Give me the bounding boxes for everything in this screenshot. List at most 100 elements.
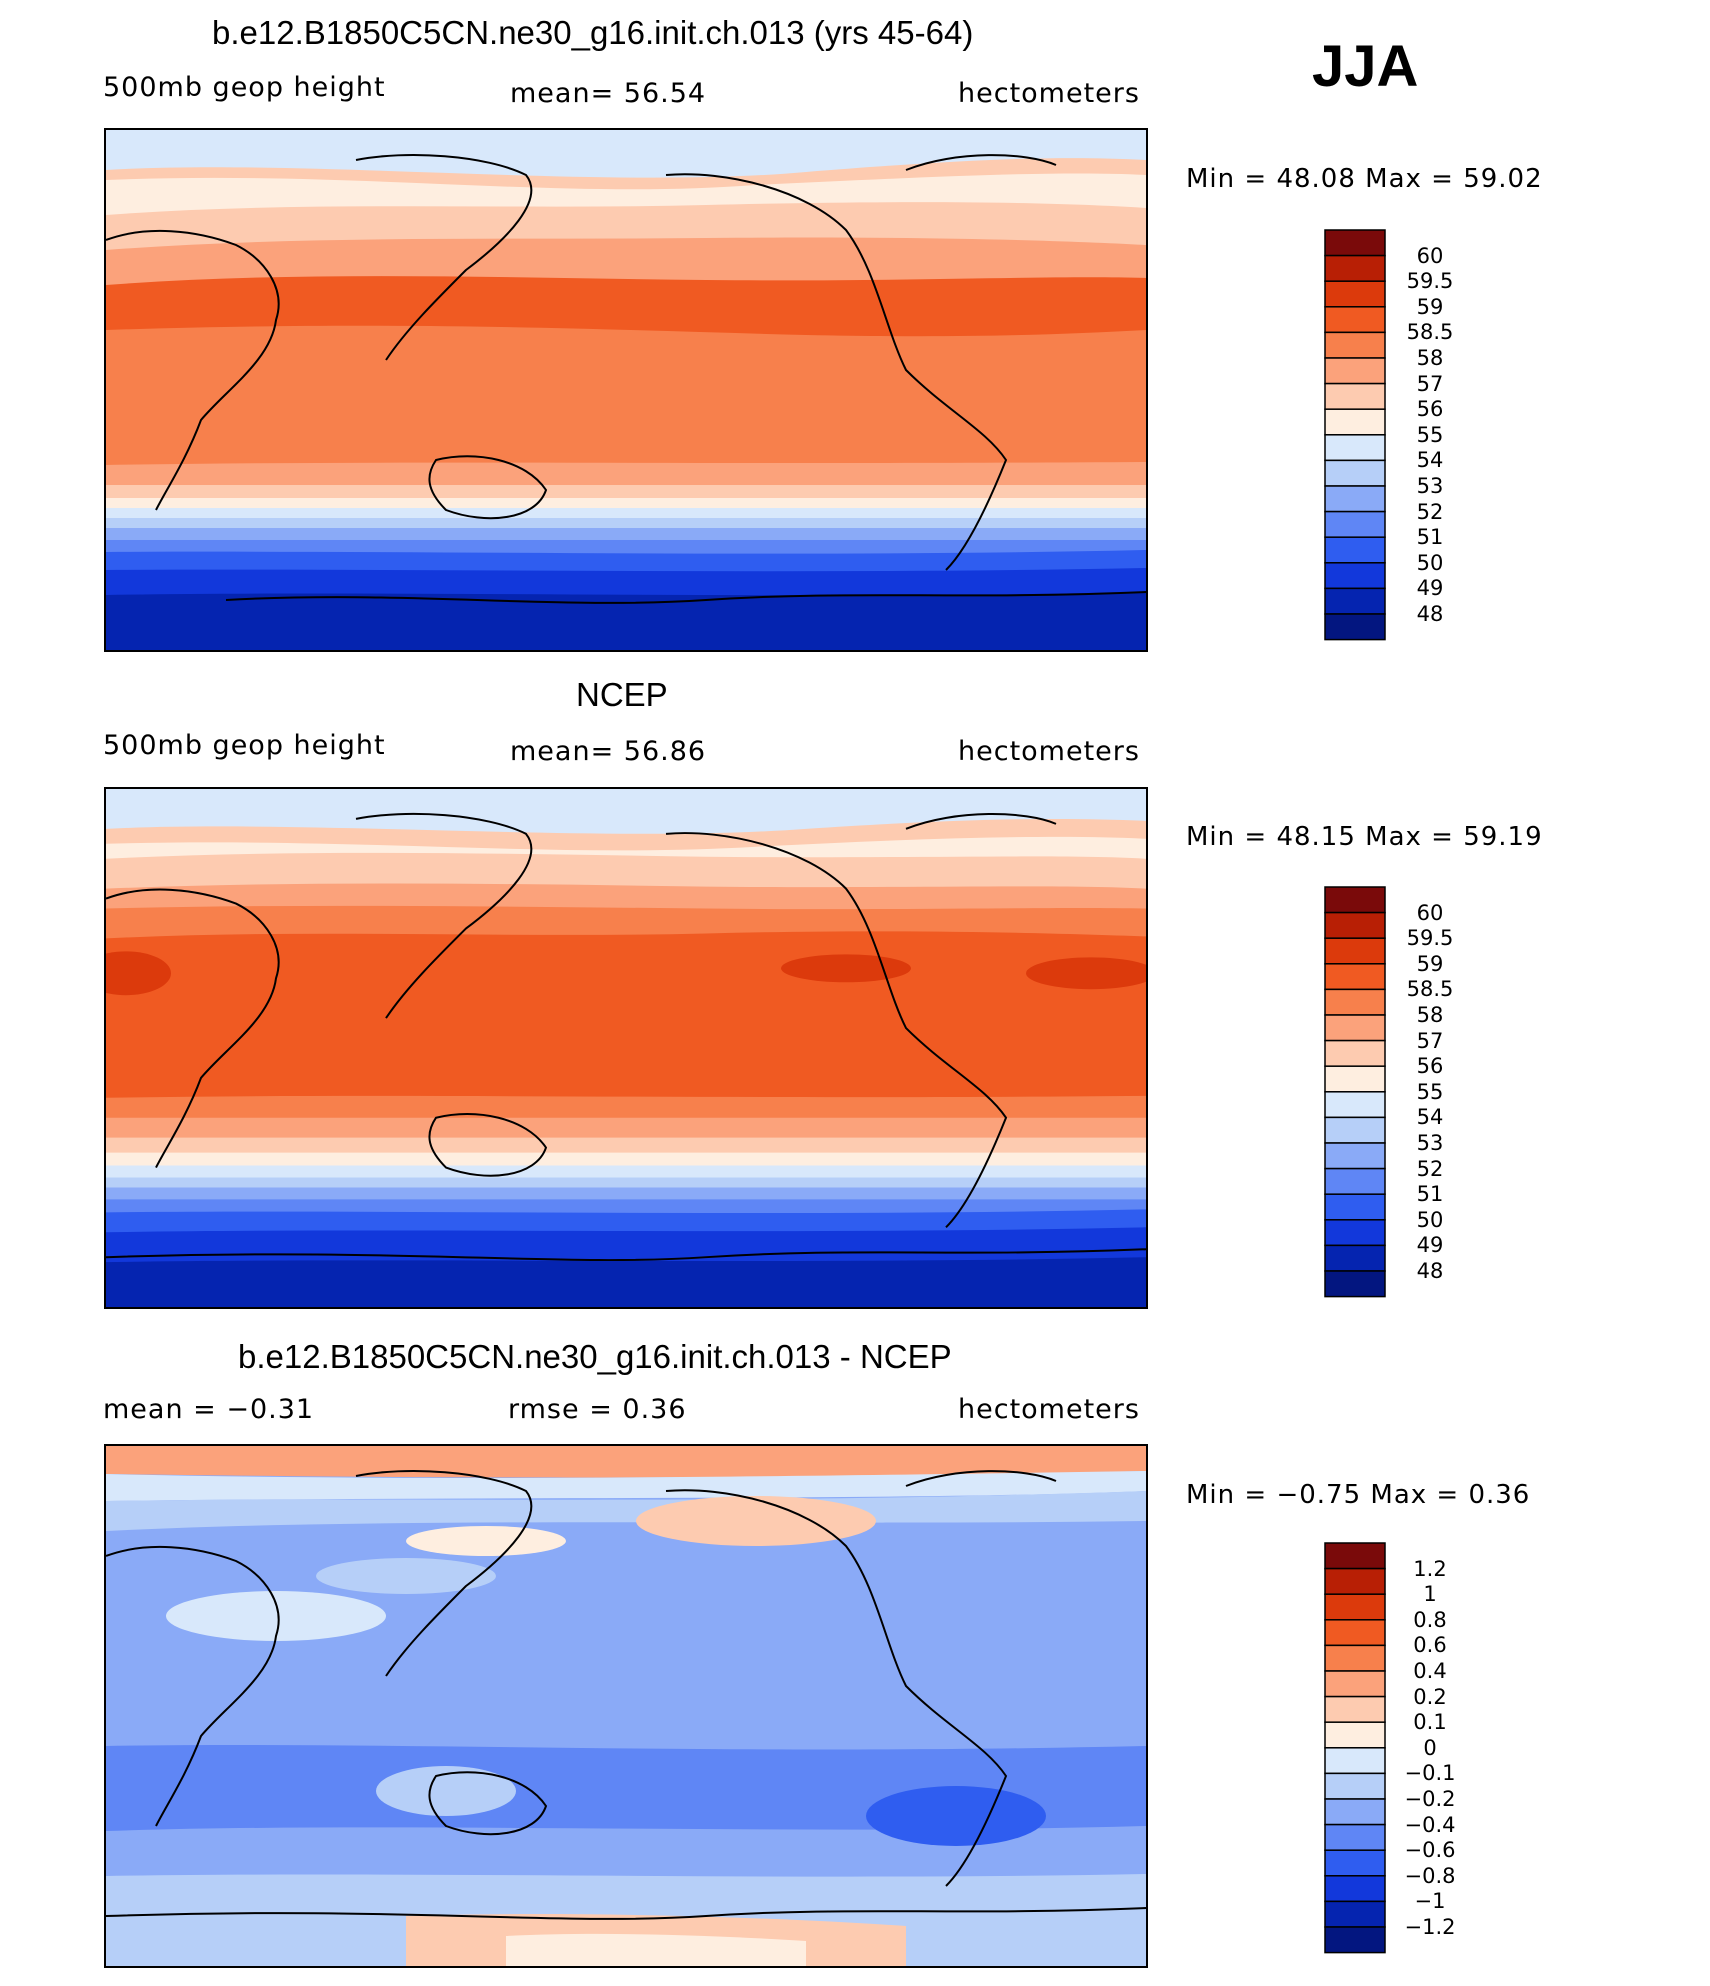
colorbar-box (1324, 229, 1386, 257)
colorbar-tick-label: 59.5 (1406, 269, 1454, 294)
colorbar-box (1324, 485, 1386, 513)
panel-2-title: NCEP (576, 676, 668, 713)
colorbar-tick-label: 60 (1416, 900, 1444, 925)
colorbar-tick-label: 54 (1416, 1105, 1444, 1130)
colorbar-tick-label: 58 (1416, 346, 1444, 370)
colorbar-tick-label: 49 (1416, 1233, 1444, 1258)
panel-2-contour-field (106, 789, 1146, 1307)
panel-3-rmse-label: rmse = 0.36 (508, 1394, 687, 1425)
colorbar-tick-label: 57 (1416, 1028, 1444, 1053)
panel-1-mean-label: mean= 56.54 (510, 78, 707, 109)
colorbar-box (1324, 1065, 1386, 1093)
panel-2-units-label: hectometers (958, 736, 1140, 767)
colorbar-box (1324, 1823, 1386, 1851)
colorbar-box (1324, 886, 1386, 914)
colorbar-box (1324, 1542, 1386, 1570)
panel-3-colorbar (1324, 1542, 1386, 1954)
panel-1-variable-label: 500mb geop height (103, 72, 386, 103)
colorbar-tick-label: 54 (1416, 448, 1444, 473)
colorbar-tick-label: 58.5 (1406, 320, 1454, 345)
colorbar-tick-label: −0.8 (1404, 1863, 1456, 1888)
colorbar-box (1324, 357, 1386, 385)
colorbar-box (1324, 911, 1386, 939)
colorbar-tick-label: 48 (1416, 1259, 1444, 1283)
panel-1-map (104, 128, 1148, 652)
panel-3-min-max: Min = −0.75 Max = 0.36 (1186, 1480, 1531, 1510)
colorbar-box (1324, 1091, 1386, 1119)
colorbar-tick-label: 51 (1416, 1182, 1444, 1207)
colorbar-tick-label: 59 (1416, 294, 1444, 319)
panel-3-contour-field (106, 1446, 1146, 1966)
panel-3-mean-label: mean = −0.31 (103, 1394, 315, 1425)
colorbar-box (1324, 434, 1386, 462)
colorbar-tick-label: 59 (1416, 951, 1444, 976)
colorbar-box (1324, 1593, 1386, 1621)
colorbar-box (1324, 1142, 1386, 1170)
colorbar-tick-label: 56 (1416, 397, 1444, 422)
colorbar-tick-label: 51 (1416, 525, 1444, 550)
colorbar-box (1324, 1039, 1386, 1067)
colorbar-box (1324, 1116, 1386, 1144)
colorbar-tick-label: −0.2 (1404, 1787, 1456, 1811)
colorbar-box (1324, 587, 1386, 615)
season-label: JJA (1312, 34, 1419, 99)
colorbar-tick-label: −0.1 (1404, 1761, 1456, 1786)
colorbar-box (1324, 1900, 1386, 1928)
colorbar-box (1324, 1695, 1386, 1723)
colorbar-box (1324, 1244, 1386, 1272)
colorbar-tick-label: 0.2 (1413, 1684, 1447, 1709)
colorbar-tick-label: 52 (1416, 1156, 1444, 1181)
colorbar-tick-label: 60 (1416, 243, 1444, 268)
panel-1-contour-field (106, 130, 1146, 650)
colorbar-box (1324, 1619, 1386, 1647)
colorbar-box (1324, 254, 1386, 282)
colorbar-tick-label: 1.2 (1413, 1556, 1447, 1581)
colorbar-tick-label: 0.1 (1413, 1710, 1447, 1735)
colorbar-box (1324, 613, 1386, 641)
colorbar-tick-label: 0.8 (1413, 1607, 1447, 1632)
colorbar-box (1324, 988, 1386, 1016)
colorbar-box (1324, 1219, 1386, 1247)
colorbar-tick-label: 1 (1423, 1582, 1437, 1607)
colorbar-box (1324, 562, 1386, 590)
panel-2-mean-label: mean= 56.86 (510, 736, 707, 767)
panel-2-min-max: Min = 48.15 Max = 59.19 (1186, 822, 1543, 852)
panel-1-colorbar-boxes (1324, 229, 1386, 641)
colorbar-tick-label: 58.5 (1406, 977, 1454, 1002)
colorbar-tick-label: 59.5 (1406, 926, 1454, 951)
colorbar-tick-label: 49 (1416, 576, 1444, 601)
colorbar-box (1324, 1014, 1386, 1042)
panel-3-title: b.e12.B1850C5CN.ne30_g16.init.ch.013 - N… (238, 1338, 952, 1375)
colorbar-tick-label: 55 (1416, 1079, 1444, 1104)
colorbar-box (1324, 459, 1386, 487)
colorbar-tick-label: −1 (1414, 1889, 1446, 1914)
colorbar-box (1324, 1772, 1386, 1800)
colorbar-box (1324, 937, 1386, 965)
panel-2-map (104, 787, 1148, 1309)
colorbar-box (1324, 1193, 1386, 1221)
colorbar-box (1324, 1926, 1386, 1954)
colorbar-tick-label: 48 (1416, 602, 1444, 626)
panel-3-colorbar-boxes (1324, 1542, 1386, 1954)
colorbar-tick-label: 0.4 (1413, 1659, 1447, 1683)
colorbar-box (1324, 1721, 1386, 1749)
colorbar-tick-label: 53 (1416, 474, 1444, 498)
colorbar-box (1324, 1875, 1386, 1903)
colorbar-box (1324, 1644, 1386, 1672)
colorbar-box (1324, 280, 1386, 308)
panel-3-map (104, 1444, 1148, 1968)
colorbar-box (1324, 382, 1386, 410)
colorbar-tick-label: 58 (1416, 1003, 1444, 1027)
colorbar-tick-label: 53 (1416, 1131, 1444, 1155)
colorbar-box (1324, 510, 1386, 538)
panel-1-colorbar (1324, 229, 1386, 641)
colorbar-tick-label: 0.6 (1413, 1633, 1447, 1658)
colorbar-box (1324, 1798, 1386, 1826)
colorbar-tick-label: 50 (1416, 1207, 1444, 1232)
colorbar-box (1324, 306, 1386, 334)
colorbar-tick-label: −0.6 (1404, 1838, 1456, 1863)
panel-1-title: b.e12.B1850C5CN.ne30_g16.init.ch.013 (yr… (212, 14, 974, 51)
panel-1-min-max: Min = 48.08 Max = 59.02 (1186, 164, 1543, 194)
colorbar-box (1324, 331, 1386, 359)
colorbar-box (1324, 963, 1386, 991)
